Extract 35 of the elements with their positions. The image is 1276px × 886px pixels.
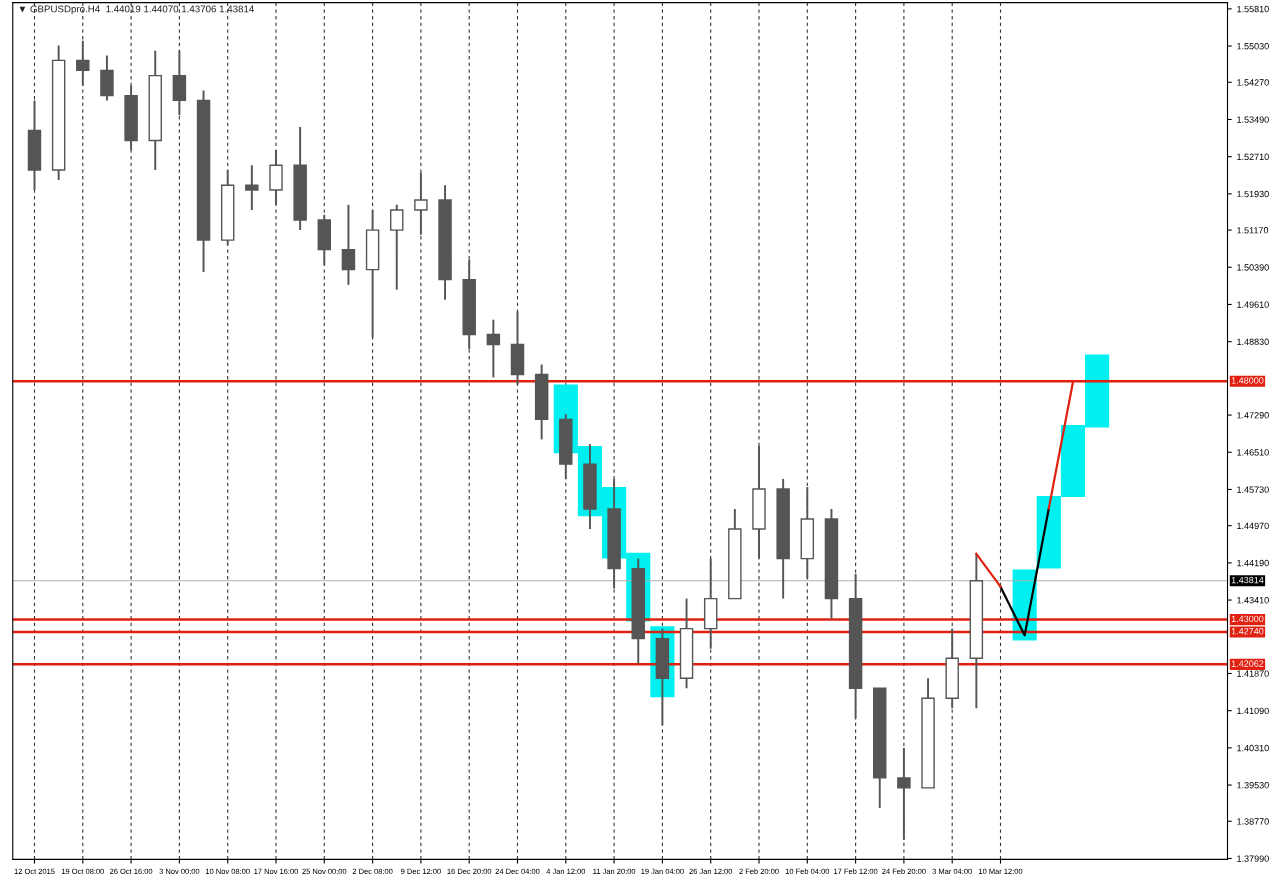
y-tick-label: 1.51170 xyxy=(1237,227,1269,234)
y-tick-label: 1.55030 xyxy=(1237,43,1269,50)
y-tick-label: 1.49610 xyxy=(1237,301,1269,308)
y-tick-label: 1.47290 xyxy=(1237,412,1269,419)
candlestick xyxy=(897,746,911,841)
y-tick-label: 1.41090 xyxy=(1237,707,1269,715)
candlestick xyxy=(486,318,501,379)
ref-line-label: 1.42740 xyxy=(1231,628,1264,635)
candlestick xyxy=(76,39,90,87)
candlestick xyxy=(390,203,404,291)
y-tick-label: 1.46510 xyxy=(1237,449,1269,456)
y-tick-label: 1.38770 xyxy=(1237,818,1269,825)
y-tick-label: 1.55810 xyxy=(1237,5,1269,13)
y-tick-label: 1.40310 xyxy=(1237,744,1269,752)
y-tick-label: 1.50390 xyxy=(1237,264,1269,271)
y-tick-label: 1.48830 xyxy=(1237,338,1269,345)
y-tick-label: 1.54270 xyxy=(1237,79,1269,86)
y-tick-label: 1.52710 xyxy=(1237,153,1269,161)
y-tick-label: 1.41870 xyxy=(1237,670,1269,677)
y-tick-label: 1.51930 xyxy=(1237,190,1269,198)
y-tick-label: 1.44970 xyxy=(1237,522,1269,530)
y-tick-label: 1.53490 xyxy=(1237,116,1269,123)
candlestick xyxy=(245,164,259,212)
candlestick xyxy=(341,203,356,286)
y-tick-label: 1.45730 xyxy=(1237,486,1269,493)
chart-title: ▼ GBPUSDpro.H4 1.44019 1.44070 1.43706 1.43814 xyxy=(19,5,254,15)
y-tick-label: 1.44190 xyxy=(1237,559,1269,567)
y-tick-label: 1.43410 xyxy=(1237,597,1269,604)
y-tick-label: 1.39530 xyxy=(1237,782,1269,789)
y-tick-label: 1.37990 xyxy=(1237,855,1269,862)
ref-line-label: 1.43000 xyxy=(1231,615,1264,623)
ref-line-label: 1.43814 xyxy=(1231,576,1264,584)
candlestick xyxy=(414,171,428,236)
ref-line-label: 1.42062 xyxy=(1231,660,1264,667)
ref-line-label: 1.48000 xyxy=(1231,377,1264,384)
